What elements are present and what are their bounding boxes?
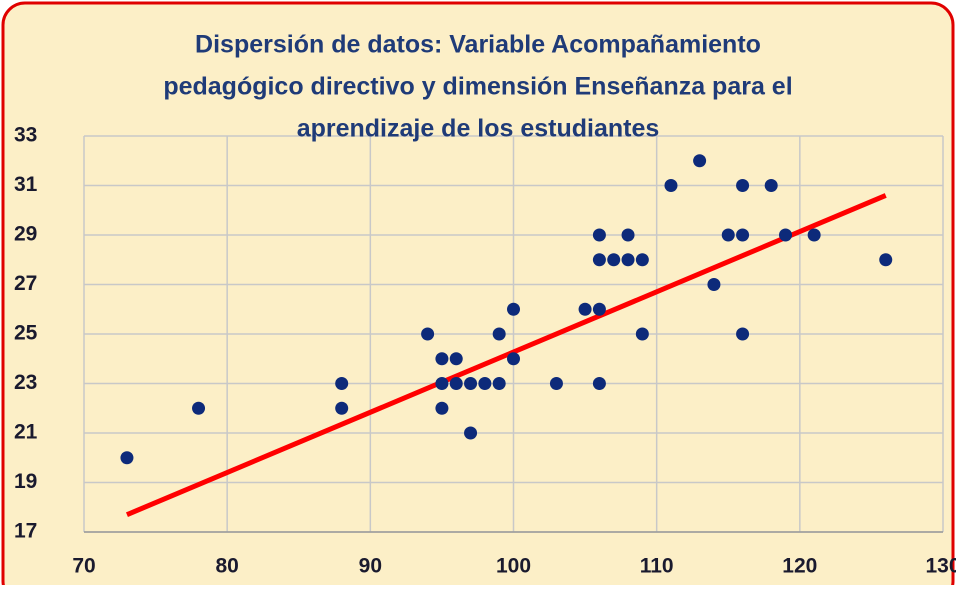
y-tick-label: 29 [14, 223, 37, 246]
point [736, 327, 750, 341]
y-tick-label: 25 [14, 322, 38, 345]
point [435, 401, 449, 415]
point [335, 377, 349, 390]
point [879, 253, 893, 267]
chart-title: pedagógico directivo y dimensión Enseñan… [163, 73, 792, 101]
point [621, 253, 635, 267]
y-tick-label: 19 [14, 470, 37, 493]
point [635, 327, 649, 341]
x-tick-label: 100 [496, 555, 531, 578]
point [421, 327, 435, 341]
point [435, 352, 449, 366]
y-tick-label: 27 [14, 272, 37, 295]
point [592, 302, 606, 316]
point [592, 228, 606, 242]
y-tick-label: 21 [14, 421, 38, 444]
point [592, 253, 606, 267]
point [807, 228, 821, 242]
trend-line [125, 193, 887, 517]
x-tick-label: 80 [215, 555, 238, 578]
point [464, 426, 478, 440]
point [507, 302, 520, 316]
point [592, 377, 606, 390]
x-tick-label: 90 [359, 555, 382, 578]
y-tick-label: 17 [14, 520, 37, 543]
point [335, 401, 349, 415]
x-tick-label: 110 [640, 555, 674, 578]
point [736, 179, 750, 192]
x-tick-label: 70 [72, 555, 95, 578]
point [578, 302, 592, 316]
point [779, 228, 793, 242]
point [607, 253, 621, 267]
y-tick-label: 23 [14, 371, 37, 394]
x-tick-label: 130 [925, 555, 956, 578]
point [478, 377, 492, 390]
chart-title: Dispersión de datos: Variable Acompañami… [195, 31, 761, 59]
point [664, 179, 678, 192]
point [435, 377, 449, 390]
point [621, 228, 635, 242]
point [549, 377, 563, 390]
point [764, 179, 778, 192]
point [464, 377, 478, 390]
point [120, 451, 134, 465]
chart-title: aprendizaje de los estudiantes [297, 115, 660, 143]
x-tick-label: 120 [782, 555, 817, 578]
point [707, 278, 721, 291]
point [693, 154, 707, 168]
point [192, 401, 206, 415]
point [449, 352, 463, 366]
point [449, 377, 463, 390]
point [507, 352, 520, 366]
point [736, 228, 750, 242]
y-tick-label: 33 [14, 124, 37, 147]
point [492, 377, 506, 390]
point [721, 228, 735, 242]
point [635, 253, 649, 267]
y-tick-label: 31 [14, 173, 38, 196]
point [492, 327, 506, 341]
